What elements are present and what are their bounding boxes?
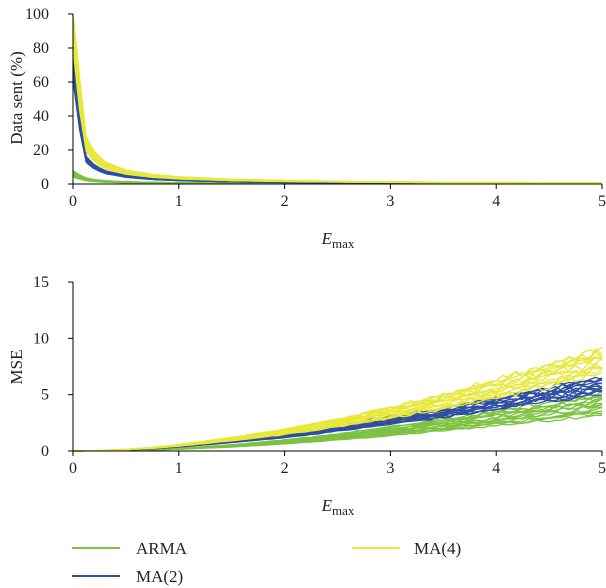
- y-tick-label: 10: [33, 330, 49, 347]
- line-ma2-run-8: [72, 63, 602, 185]
- line-ma4-run-10: [72, 13, 602, 184]
- xlabel-emax-top: Emax: [321, 229, 355, 251]
- line-ma4-run-5: [72, 28, 603, 184]
- x-tick-label: 4: [492, 460, 500, 477]
- x-tick-label: 0: [69, 193, 77, 210]
- legend-label-arma: ARMA: [136, 539, 188, 558]
- line-ma4-run-9: [72, 13, 602, 184]
- x-tick-label: 2: [281, 193, 289, 210]
- line-ma4-run-14: [72, 346, 603, 452]
- line-ma2-run-12: [72, 55, 602, 185]
- series-lines: [72, 13, 603, 185]
- line-ma2-run-11: [72, 57, 603, 185]
- x-tick-label: 0: [69, 460, 77, 477]
- ylabel-data-sent: Data sent (%): [7, 51, 26, 144]
- line-ma2-run-1: [72, 79, 603, 185]
- x-tick-label: 3: [386, 460, 394, 477]
- x-tick-label: 4: [492, 193, 500, 210]
- line-ma4-run-14: [72, 13, 602, 184]
- line-ma2-run-14: [72, 50, 602, 185]
- y-tick-label: 0: [41, 443, 49, 460]
- series-lines: [72, 346, 603, 452]
- y-tick-label: 0: [41, 176, 49, 193]
- line-ma2-run-3: [72, 74, 602, 185]
- x-tick-label: 5: [598, 193, 606, 210]
- line-ma4-run-6: [72, 24, 602, 184]
- line-ma2-run-6: [72, 68, 602, 185]
- line-ma4-run-8: [72, 15, 603, 184]
- y-tick-label: 15: [33, 274, 49, 291]
- y-tick-label: 100: [25, 6, 49, 23]
- line-ma4-run-1: [72, 47, 603, 184]
- line-ma2-run-10: [72, 59, 602, 185]
- x-tick-label: 3: [386, 193, 394, 210]
- y-tick-label: 5: [41, 387, 49, 404]
- y-tick-label: 20: [33, 142, 49, 159]
- line-arma-run-14: [72, 389, 603, 452]
- x-tick-label: 5: [598, 460, 606, 477]
- line-ma2-run-13: [72, 52, 602, 185]
- line-ma2-run-7: [72, 66, 602, 185]
- line-ma2-run-9: [72, 61, 602, 185]
- y-tick-label: 80: [33, 40, 49, 57]
- mse-panel: MSE Emax 0 1 2 3 4 5 0 5 10 15: [7, 274, 606, 518]
- line-ma2-run-2: [72, 77, 602, 185]
- legend: ARMA MA(2) MA(4): [72, 539, 461, 586]
- line-ma4-run-11: [72, 13, 602, 184]
- line-ma2-run-5: [72, 70, 602, 185]
- data-sent-panel: Data sent (%) Emax 0 1 2 3 4 5 0 20 40 60 80 100: [7, 6, 606, 251]
- line-ma4-run-4: [72, 33, 602, 184]
- x-tick-label: 2: [281, 460, 289, 477]
- ylabel-mse: MSE: [7, 350, 26, 385]
- line-ma4-run-7: [72, 19, 602, 184]
- legend-label-ma4: MA(4): [414, 539, 461, 558]
- y-tick-label: 40: [33, 108, 49, 125]
- legend-label-ma2: MA(2): [136, 567, 183, 586]
- line-ma4-run-2: [72, 42, 602, 184]
- xlabel-emax-bottom: Emax: [321, 496, 355, 518]
- line-ma4-run-3: [72, 38, 602, 184]
- line-ma4-run-12: [72, 13, 603, 184]
- line-ma4-run-13: [72, 13, 602, 184]
- x-tick-label: 1: [175, 193, 183, 210]
- line-ma2-run-4: [72, 72, 602, 185]
- y-tick-label: 60: [33, 74, 49, 91]
- x-tick-label: 1: [175, 460, 183, 477]
